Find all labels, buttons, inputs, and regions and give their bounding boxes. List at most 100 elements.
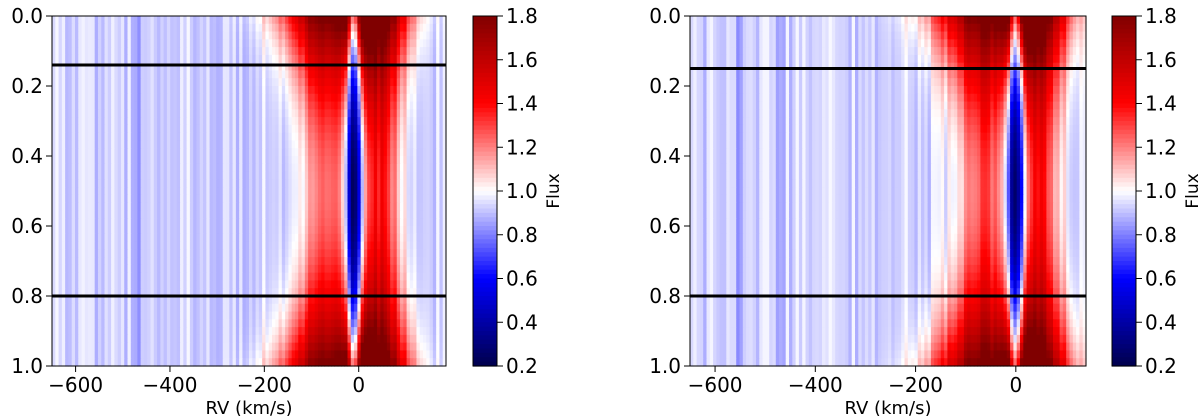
heatmap-cell: [291, 124, 296, 134]
heatmap-cell: [432, 163, 437, 173]
heatmap-cell: [78, 39, 83, 48]
heatmap-cell: [423, 156, 427, 165]
heatmap-cell: [327, 233, 332, 243]
heatmap-cell: [393, 93, 398, 103]
heatmap-cell: [423, 78, 427, 87]
heatmap-cell: [288, 179, 293, 188]
heatmap-cell: [337, 156, 342, 165]
heatmap-cell: [413, 218, 418, 227]
heatmap-cell: [419, 101, 424, 110]
heatmap-cell: [409, 233, 414, 243]
heatmap-cell: [426, 124, 431, 134]
heatmap-cell: [242, 171, 247, 180]
heatmap-cell: [340, 194, 345, 204]
heatmap-cell: [130, 62, 135, 72]
heatmap-cell: [406, 179, 411, 188]
heatmap-cell: [255, 226, 260, 235]
heatmap-cell: [432, 257, 437, 266]
heatmap-cell: [111, 210, 115, 219]
heatmap-cell: [97, 109, 102, 118]
heatmap-cell: [52, 241, 56, 250]
heatmap-cell: [416, 187, 421, 196]
heatmap-cell: [377, 47, 381, 56]
heatmap-cell: [285, 132, 289, 142]
heatmap-cell: [176, 202, 181, 212]
heatmap-cell: [216, 101, 221, 110]
heatmap-cell: [400, 288, 404, 297]
heatmap-cell: [216, 54, 221, 64]
heatmap-cell: [52, 31, 56, 40]
heatmap-cell: [127, 226, 132, 235]
heatmap-cell: [239, 86, 244, 95]
heatmap-cell: [396, 210, 401, 219]
heatmap-cell: [380, 257, 385, 266]
heatmap-cell: [373, 218, 378, 227]
heatmap-cell: [324, 163, 329, 173]
heatmap-cell: [350, 249, 355, 258]
heatmap-cell: [393, 210, 398, 219]
heatmap-cell: [363, 70, 368, 79]
heatmap-cell: [94, 171, 99, 180]
heatmap-cell: [61, 296, 66, 305]
heatmap-cell: [143, 226, 148, 235]
heatmap-cell: [84, 303, 89, 313]
heatmap-cell: [442, 241, 447, 250]
heatmap-cell: [117, 202, 122, 212]
heatmap-cell: [304, 101, 309, 110]
heatmap-cell: [331, 39, 335, 48]
heatmap-cell: [393, 62, 398, 72]
heatmap-cell: [58, 194, 63, 204]
heatmap-cell: [377, 23, 381, 33]
heatmap-cell: [104, 288, 109, 297]
heatmap-cell: [153, 156, 158, 165]
heatmap-cell: [294, 124, 299, 134]
heatmap-cell: [242, 117, 247, 126]
heatmap-cell: [350, 101, 355, 110]
heatmap-cell: [120, 39, 125, 48]
heatmap-cell: [216, 218, 221, 227]
heatmap-cell: [350, 218, 355, 227]
heatmap-cell: [423, 210, 427, 219]
heatmap-cell: [81, 187, 86, 196]
heatmap-cell: [409, 54, 414, 64]
heatmap-cell: [140, 179, 145, 188]
heatmap-cell: [124, 109, 129, 118]
heatmap-cell: [222, 23, 227, 33]
heatmap-cell: [206, 163, 211, 173]
heatmap-cell: [134, 78, 138, 87]
heatmap-cell: [55, 241, 60, 250]
heatmap-cell: [81, 124, 86, 134]
heatmap-cell: [120, 109, 125, 118]
heatmap-cell: [337, 148, 342, 157]
heatmap-cell: [268, 179, 273, 188]
heatmap-cell: [189, 264, 194, 274]
heatmap-cell: [150, 187, 155, 196]
heatmap-cell: [252, 132, 257, 142]
heatmap-cell: [432, 179, 437, 188]
heatmap-cell: [423, 31, 427, 40]
heatmap-cell: [206, 54, 211, 64]
heatmap-cell: [432, 148, 437, 157]
heatmap-cell: [97, 78, 102, 87]
heatmap-cell: [439, 210, 444, 219]
heatmap-cell: [199, 132, 204, 142]
heatmap-cell: [166, 101, 171, 110]
heatmap-cell: [370, 187, 375, 196]
heatmap-cell: [383, 171, 388, 180]
heatmap-cell: [65, 179, 70, 188]
heatmap-cell: [140, 54, 145, 64]
heatmap-cell: [363, 171, 368, 180]
heatmap-cell: [186, 241, 191, 250]
heatmap-cell: [383, 156, 388, 165]
heatmap-cell: [400, 124, 404, 134]
heatmap-cell: [380, 288, 385, 297]
heatmap-cell: [291, 233, 296, 243]
heatmap-cell: [439, 148, 444, 157]
heatmap-cell: [436, 179, 441, 188]
heatmap-cell: [337, 16, 342, 25]
heatmap-cell: [367, 249, 372, 258]
heatmap-cell: [134, 264, 138, 274]
heatmap-cell: [84, 78, 89, 87]
heatmap-cell: [317, 187, 322, 196]
heatmap-cell: [160, 23, 165, 33]
